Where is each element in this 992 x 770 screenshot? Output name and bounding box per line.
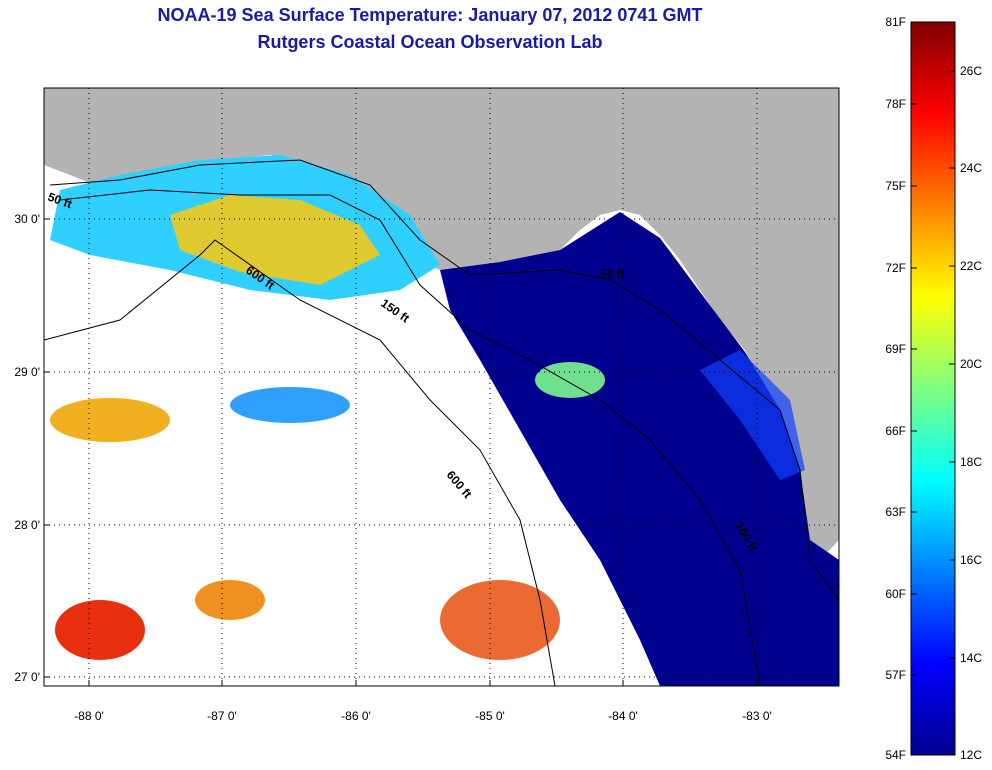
warm-core: [170, 195, 380, 285]
cool-water-band: [700, 350, 805, 480]
cold-water-shelf: [440, 212, 839, 686]
colorbar-label-f: 54F: [885, 748, 906, 762]
map-title: NOAA-19 Sea Surface Temperature: January…: [157, 5, 703, 25]
colorbar-label-f: 78F: [885, 97, 906, 111]
lat-tick-label: 27 0': [14, 670, 40, 684]
colorbar-label-f: 72F: [885, 261, 906, 275]
colorbar-label-c: 18C: [960, 455, 983, 469]
warm-patch-southwest: [55, 600, 145, 660]
lon-tick-label: -86 0': [341, 709, 371, 723]
colorbar-label-c: 16C: [960, 553, 983, 567]
colorbar-label-c: 20C: [960, 357, 983, 371]
warm-patch-south: [195, 580, 265, 620]
colorbar-label-c: 24C: [960, 161, 983, 175]
colorbar-ticks: [911, 70, 955, 676]
colorbar-label-f: 66F: [885, 424, 906, 438]
warm-patch-southeast: [440, 580, 560, 660]
colorbar-label-f: 57F: [885, 668, 906, 682]
colorbar-label-f: 63F: [885, 505, 906, 519]
lat-tick-label: 28 0': [14, 518, 40, 532]
colorbar-label-f: 60F: [885, 587, 906, 601]
lat-tick-label: 30 0': [14, 212, 40, 226]
lon-tick-label: -84 0': [608, 709, 638, 723]
contour-label: 50 ft: [600, 267, 625, 281]
colorbar-label-f: 75F: [885, 179, 906, 193]
colorbar-label-f: 81F: [885, 15, 906, 29]
axis-ticks: [44, 218, 758, 686]
lon-tick-label: -87 0': [207, 709, 237, 723]
colorbar-label-c: 12C: [960, 748, 983, 762]
isobath-600ft: [44, 239, 556, 686]
colorbar-label-c: 22C: [960, 259, 983, 273]
colorbar-label-f: 69F: [885, 342, 906, 356]
colorbar: [910, 21, 956, 756]
lon-tick-label: -88 0': [74, 709, 104, 723]
land-florida: [44, 88, 839, 560]
cool-patch-center: [230, 387, 350, 423]
mild-patch-bigbend: [535, 362, 605, 398]
isobath-150ft: [59, 189, 761, 686]
map-subtitle: Rutgers Coastal Ocean Observation Lab: [257, 32, 603, 52]
colorbar-label-c: 14C: [960, 651, 983, 665]
isobath-50ft: [49, 159, 839, 601]
plot-frame: [43, 87, 840, 687]
lon-tick-label: -83 0': [742, 709, 772, 723]
colorbar-label-c: 26C: [960, 64, 983, 78]
warm-patch-west: [50, 398, 170, 442]
lat-tick-label: 29 0': [14, 365, 40, 379]
lon-tick-label: -85 0': [475, 709, 505, 723]
